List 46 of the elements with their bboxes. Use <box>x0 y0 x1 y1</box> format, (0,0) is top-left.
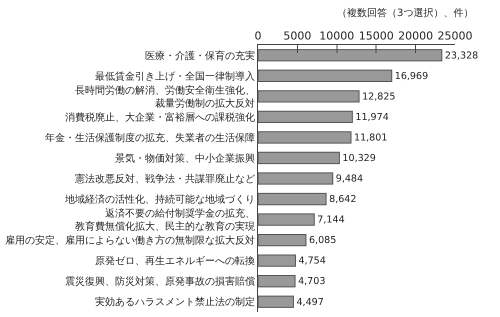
x-tick-label: 5000 <box>283 30 312 43</box>
y-tick-label: 実効あるハラスメント禁止法の制定 <box>95 296 255 308</box>
y-tick-label: 返済不要の給付制奨学金の拡充、教育費無償化拡大、民主的な教育の実現 <box>75 208 255 233</box>
x-tick-label: 25000 <box>438 30 472 43</box>
bar <box>258 172 334 185</box>
data-label: 8,642 <box>329 194 356 206</box>
bar <box>258 110 353 124</box>
bar <box>258 254 296 267</box>
bar <box>258 213 315 226</box>
x-tick-label: 0 <box>254 30 262 43</box>
y-tick-label: 憲法改悪反対、戦争法・共謀罪廃止など <box>74 173 255 185</box>
data-label: 11,801 <box>354 132 388 144</box>
data-label: 4,754 <box>298 256 326 267</box>
x-tick-label: 20000 <box>398 30 434 43</box>
bar <box>258 70 392 82</box>
text: （複数回答（3つ選択）、件） <box>337 7 474 19</box>
y-tick-label: 雇用の安定、雇用によらない働き方の無制限な拡大反対 <box>5 234 255 247</box>
x-tick-label: 10000 <box>319 30 354 43</box>
bar <box>258 131 352 144</box>
data-label: 4,497 <box>296 296 324 308</box>
y-tick-label: 最低賃金引き上げ・全国一律制導入 <box>95 70 255 82</box>
x-tick-label: 15000 <box>358 30 394 43</box>
bar <box>258 296 294 308</box>
bar <box>258 275 296 288</box>
y-tick-label: 長時間労働の解消、労働安全衛生強化、裁量労働制の拡大反対 <box>75 84 255 110</box>
bar <box>258 152 340 164</box>
bar <box>258 49 442 62</box>
data-label: 16,969 <box>394 70 428 82</box>
data-label: 7,144 <box>317 214 345 226</box>
bar <box>258 90 360 102</box>
y-tick-label: 地域経済の活性化、持続可能な地域づくり <box>64 194 255 206</box>
bar <box>258 192 327 206</box>
y-tick-label: 震災復興、防災対策、原発事故の損害賠償 <box>65 276 255 288</box>
data-label: 11,974 <box>355 112 389 123</box>
data-label: 4,703 <box>298 276 326 288</box>
y-tick-label: 消費税廃止、大企業・富裕層への課税強化 <box>65 111 255 124</box>
y-tick-label: 景気・物価対策、中小企業振興 <box>115 152 255 164</box>
y-tick-label: 医療・介護・保育の充実 <box>145 50 255 62</box>
data-label: 23,328 <box>444 50 478 62</box>
data-label: 10,329 <box>342 153 376 164</box>
bar <box>258 234 306 246</box>
y-tick-label: 年金・生活保護制度の拡充、失業者の生活保障 <box>45 132 255 144</box>
data-label: 12,825 <box>362 91 396 102</box>
y-tick-label: 原発ゼロ、再生エネルギーへの転換 <box>95 255 255 268</box>
data-label: 6,085 <box>308 235 336 246</box>
data-label: 9,484 <box>336 174 364 185</box>
